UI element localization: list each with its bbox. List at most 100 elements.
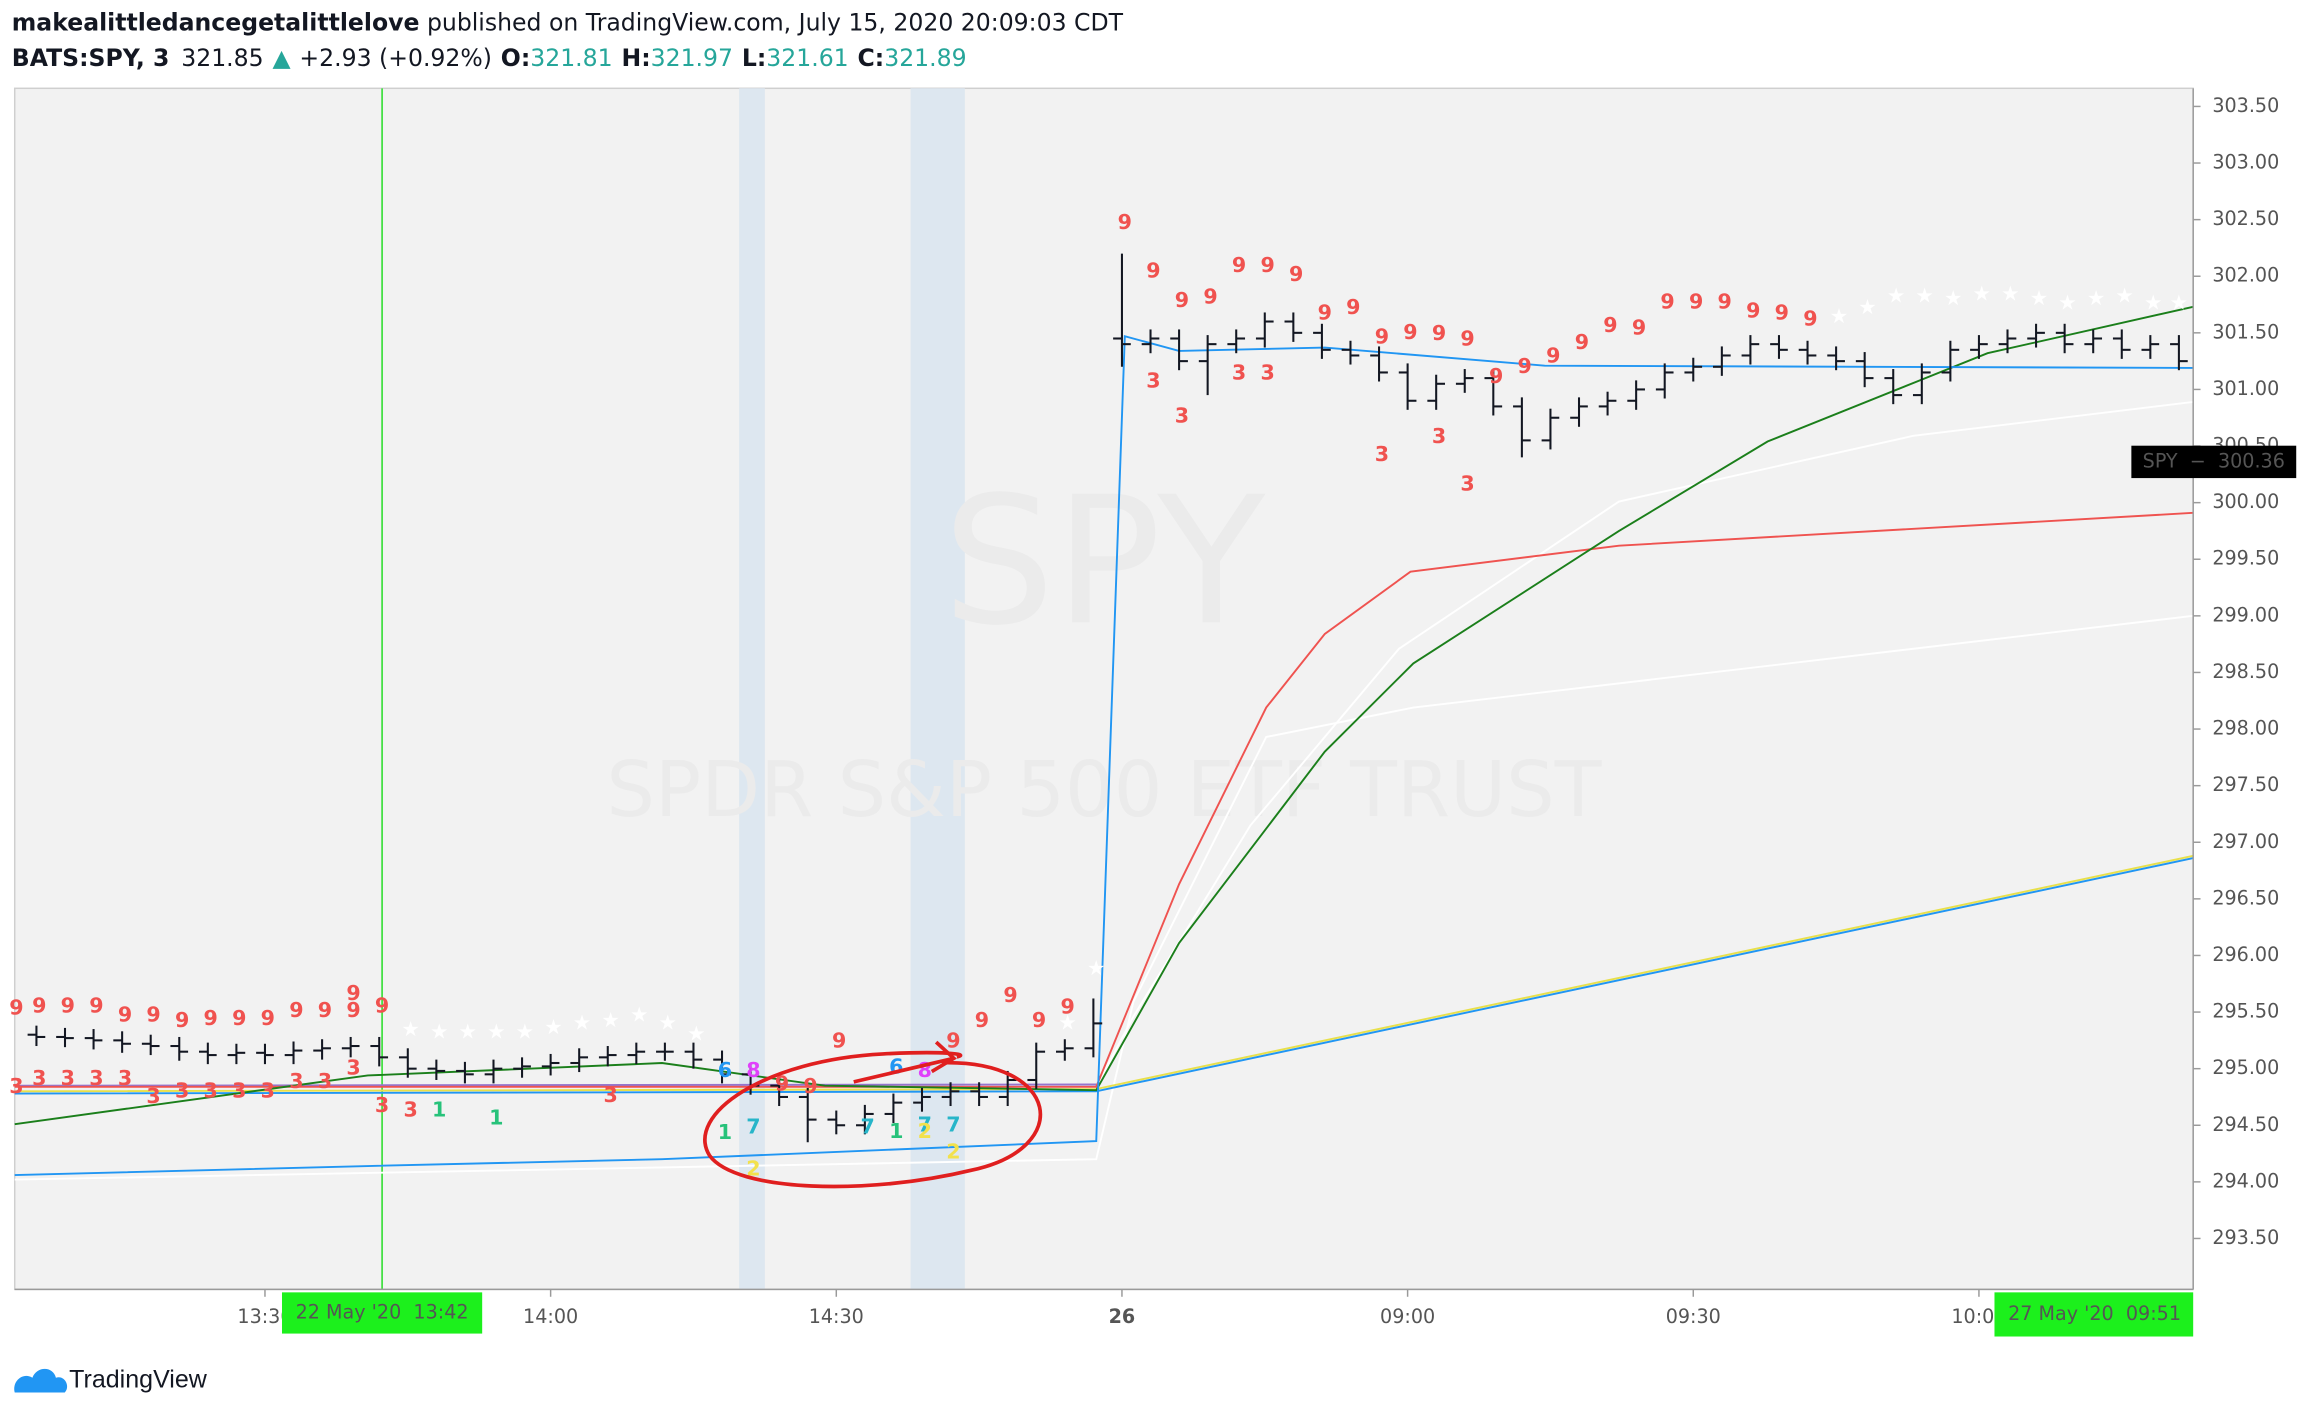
signal-label: 9: [1460, 327, 1474, 351]
signal-label: 3: [1260, 361, 1274, 385]
signal-label: 3: [318, 1069, 332, 1093]
signal-label: 9: [146, 1002, 160, 1026]
signal-label: 8: [918, 1058, 932, 1082]
signal-label: 1: [889, 1119, 903, 1143]
signal-label: ★: [2115, 284, 2133, 308]
signal-label: ★: [2144, 290, 2162, 314]
signal-label: 7: [861, 1115, 875, 1139]
signal-label: 9: [375, 993, 389, 1017]
footer-logo: TradingView: [14, 1365, 208, 1393]
signal-label: 9: [1061, 995, 1075, 1019]
signal-label: ★: [459, 1019, 477, 1043]
quote-line: BATS:SPY, 3 321.85 ▲ +2.93 (+0.92%) O:321.81…: [12, 43, 967, 71]
signal-label: 3: [232, 1078, 246, 1102]
logo-cloud: [14, 1368, 68, 1393]
signal-label: 2: [946, 1139, 960, 1163]
signal-label: ★: [516, 1019, 534, 1043]
signal-label: ★: [487, 1019, 505, 1043]
ohlc-value: 321.97: [651, 43, 733, 71]
session-band: [910, 88, 965, 1290]
signal-label: ★: [573, 1010, 591, 1034]
signal-label: 7: [946, 1112, 960, 1136]
signal-label: ★: [2030, 286, 2048, 310]
y-tick-label: 298.00: [2212, 717, 2279, 740]
signal-label: 9: [1232, 253, 1246, 277]
signal-label: 9: [1518, 354, 1532, 378]
plot-area: [13, 87, 2194, 1291]
signal-label: 3: [1375, 442, 1389, 466]
signal-label: 9: [346, 981, 360, 1005]
signal-label: ★: [1915, 284, 1933, 308]
crosshair-label: 22 May '20 13:42: [296, 1300, 469, 1323]
y-tick-label: 300.00: [2212, 490, 2279, 513]
signal-label: ★: [1058, 1010, 1076, 1034]
ohlc-value: 321.61: [766, 43, 848, 71]
signal-label: 3: [346, 1056, 360, 1080]
publish-line: makealittledancegetalittlelove published…: [12, 8, 1124, 36]
y-tick-label: 299.00: [2212, 603, 2279, 626]
signal-label: ★: [2001, 281, 2019, 305]
hand-drawn-arrow: [853, 1040, 957, 1084]
signal-label: 9: [232, 1006, 246, 1030]
signal-label: ★: [1830, 304, 1848, 328]
signal-label: 9: [1660, 289, 1674, 313]
signal-label: 9: [1118, 210, 1132, 234]
signal-label: 2: [918, 1119, 932, 1143]
signal-label: 3: [61, 1066, 75, 1090]
crosshair-label-box: [281, 1292, 483, 1334]
change: +2.93 (+0.92%): [299, 43, 492, 71]
indicator-line: [14, 305, 2194, 1126]
signal-label: 3: [1232, 361, 1246, 385]
y-tick-label: 303.50: [2212, 94, 2279, 117]
signal-label: 9: [1489, 364, 1503, 388]
signal-label: 3: [375, 1093, 389, 1117]
y-tick-label: 295.00: [2212, 1056, 2279, 1079]
indicator-line: [1095, 400, 2194, 1088]
signal-label: 3: [204, 1078, 218, 1102]
y-tick-label: 301.50: [2212, 320, 2279, 343]
y-tick-label: 297.50: [2212, 773, 2279, 796]
y-tick-label: 297.00: [2212, 830, 2279, 853]
signal-label: 3: [175, 1078, 189, 1102]
indicator-line: [14, 857, 2194, 1095]
signal-label: 9: [946, 1028, 960, 1052]
y-tick-label: 302.00: [2212, 264, 2279, 287]
brand: TradingView: [69, 1365, 208, 1393]
signal-label: 7: [918, 1112, 932, 1136]
x-tick-label: 09:30: [1666, 1305, 1721, 1328]
signal-label: 8: [746, 1058, 760, 1082]
y-tick-label: 298.50: [2212, 660, 2279, 683]
signal-label: 3: [403, 1098, 417, 1122]
signal-label: 9: [1260, 253, 1274, 277]
signal-label: 9: [318, 998, 332, 1022]
signal-label: 9: [832, 1028, 846, 1052]
signal-label: 9: [9, 996, 23, 1020]
signal-label: 9: [175, 1008, 189, 1032]
y-tick-label: 296.00: [2212, 943, 2279, 966]
signal-label: 7: [746, 1115, 760, 1139]
signal-label: 3: [1146, 369, 1160, 393]
published: published on TradingView.com, July 15, 2…: [419, 8, 1123, 36]
x-tick-label: 14:00: [523, 1305, 578, 1328]
signal-label: 9: [289, 998, 303, 1022]
signal-label: 9: [1403, 320, 1417, 344]
signal-label: 2: [746, 1156, 760, 1180]
x-tick-label: 10:00: [1951, 1305, 2006, 1328]
signal-label: 9: [1289, 262, 1303, 286]
price-label: SPY − 300.36: [2143, 449, 2285, 472]
signal-label: 9: [1175, 288, 1189, 312]
signal-label: ★: [430, 1019, 448, 1043]
signal-label: ★: [659, 1010, 677, 1034]
signal-label: 9: [775, 1072, 789, 1096]
signal-label: 9: [803, 1074, 817, 1098]
axes: 293.50 294.00 294.50 295.00 295.50 296.00 296.…: [237, 94, 2297, 1337]
signal-label: ★: [1858, 295, 1876, 319]
signal-label: 3: [261, 1078, 275, 1102]
signal-label: 6: [889, 1055, 903, 1079]
signal-label: 9: [1346, 295, 1360, 319]
signal-label: 9: [1632, 315, 1646, 339]
signal-label: ★: [544, 1015, 562, 1039]
signal-label: 1: [489, 1105, 503, 1129]
signal-label: 9: [1603, 313, 1617, 337]
